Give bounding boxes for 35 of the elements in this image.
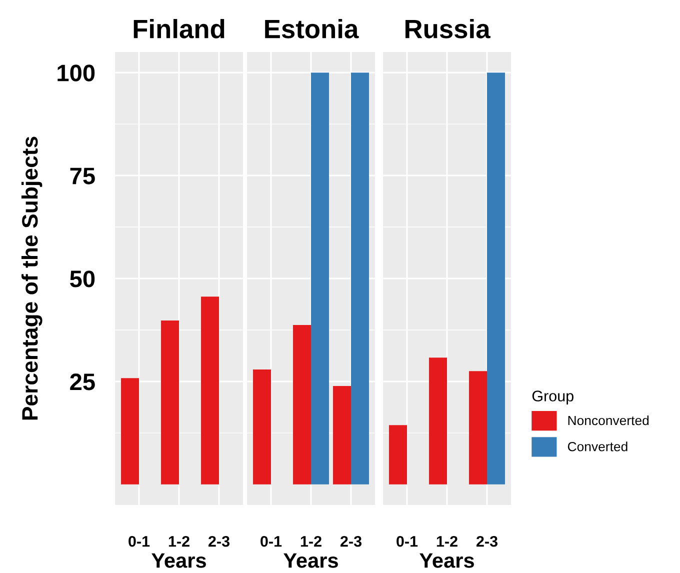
x-tick-label: 1-2 bbox=[300, 536, 322, 547]
x-tick-label: 0-1 bbox=[128, 536, 150, 547]
legend-title: Group bbox=[532, 390, 574, 404]
y-axis-title: Percentage of the Subjects bbox=[21, 136, 42, 420]
bar bbox=[253, 370, 271, 484]
bar bbox=[201, 296, 219, 484]
chart-title: Estonia bbox=[265, 18, 359, 38]
x-axis-title: Years bbox=[284, 553, 338, 568]
bar bbox=[487, 72, 505, 484]
x-tick-label: 0-1 bbox=[260, 536, 282, 547]
x-axis-title: Years bbox=[420, 553, 474, 568]
bar bbox=[121, 378, 139, 484]
bar bbox=[333, 386, 351, 484]
y-tick-label: 25 bbox=[70, 374, 95, 390]
y-tick-label: 75 bbox=[70, 168, 95, 184]
x-tick-label: 2-3 bbox=[340, 536, 362, 547]
y-tick-label: 50 bbox=[70, 270, 95, 288]
y-tick-label: 100 bbox=[58, 64, 95, 82]
x-axis-title: Years bbox=[152, 553, 206, 568]
x-tick-label: 1-2 bbox=[168, 536, 190, 547]
x-tick-label: 0-1 bbox=[396, 536, 418, 547]
bar bbox=[293, 325, 311, 484]
bar bbox=[389, 425, 407, 484]
chart-title: Finland bbox=[134, 18, 224, 38]
bar bbox=[311, 72, 329, 484]
bar bbox=[429, 358, 447, 484]
legend-label: Converted bbox=[568, 442, 628, 452]
chart-title: Russia bbox=[406, 18, 490, 38]
x-tick-label: 2-3 bbox=[476, 536, 498, 547]
x-tick-label: 1-2 bbox=[436, 536, 458, 547]
bar bbox=[161, 320, 179, 484]
legend-label: Nonconverted bbox=[568, 415, 649, 426]
x-tick-label: 2-3 bbox=[208, 536, 230, 547]
bar bbox=[351, 72, 369, 484]
bar bbox=[469, 371, 487, 484]
